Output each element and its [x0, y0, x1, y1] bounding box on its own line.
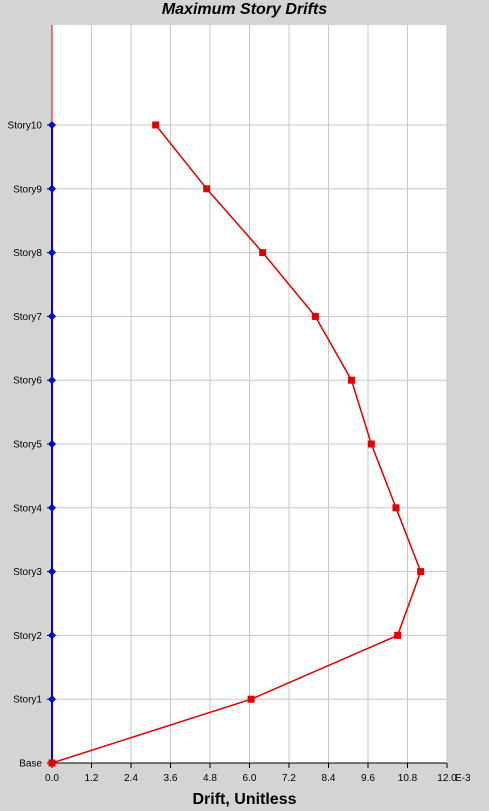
- y-tick-label: Story3: [13, 567, 42, 578]
- y-tick-label: Story5: [13, 440, 42, 451]
- data-point-diamond: [48, 631, 56, 640]
- data-point-square: [247, 695, 255, 703]
- x-tick-label: 3.6: [164, 773, 178, 784]
- y-tick-label: Story2: [13, 631, 42, 642]
- chart-title: Maximum Story Drifts: [161, 1, 328, 18]
- data-point-diamond: [48, 567, 56, 576]
- x-scale-label: E-3: [455, 773, 471, 784]
- y-tick-label: Story1: [13, 695, 42, 706]
- data-point-square: [417, 568, 425, 576]
- data-point-diamond: [48, 695, 56, 704]
- data-point-diamond: [48, 184, 56, 193]
- x-tick-label: 2.4: [124, 773, 138, 784]
- data-point-diamond: [48, 121, 56, 129]
- x-tick-label: 1.2: [85, 773, 99, 784]
- x-tick-label: 6.0: [243, 773, 257, 784]
- y-tick-label: Story10: [8, 121, 43, 132]
- data-point-diamond: [48, 248, 56, 257]
- x-tick-label: 4.8: [203, 773, 217, 784]
- data-point-square: [48, 759, 56, 767]
- y-tick-label: Base: [19, 759, 42, 770]
- data-point-diamond: [48, 440, 56, 448]
- y-tick-label: Story9: [13, 184, 42, 195]
- data-point-square: [203, 185, 211, 193]
- data-point-diamond: [48, 312, 56, 321]
- data-point-square: [259, 249, 267, 257]
- x-tick-label: 8.4: [322, 773, 336, 784]
- y-tick-label: Story6: [13, 376, 42, 387]
- data-point-square: [311, 312, 319, 320]
- data-point-square: [394, 631, 402, 639]
- y-tick-label: Story4: [13, 503, 42, 514]
- data-point-square: [348, 376, 356, 384]
- data-point-square: [152, 121, 160, 129]
- x-tick-label: 7.2: [282, 773, 296, 784]
- x-tick-label: 0.0: [45, 773, 59, 784]
- data-point-diamond: [48, 503, 56, 512]
- y-tick-label: Story8: [13, 248, 42, 259]
- data-point-diamond: [48, 376, 56, 385]
- x-tick-label: 12.0: [437, 773, 457, 784]
- x-tick-label: 10.8: [398, 773, 418, 784]
- x-tick-label: 9.6: [361, 773, 375, 784]
- x-axis-title: Drift, Unitless: [192, 791, 297, 808]
- data-point-square: [392, 504, 400, 512]
- data-point-square: [367, 440, 375, 448]
- y-tick-label: Story7: [13, 312, 42, 323]
